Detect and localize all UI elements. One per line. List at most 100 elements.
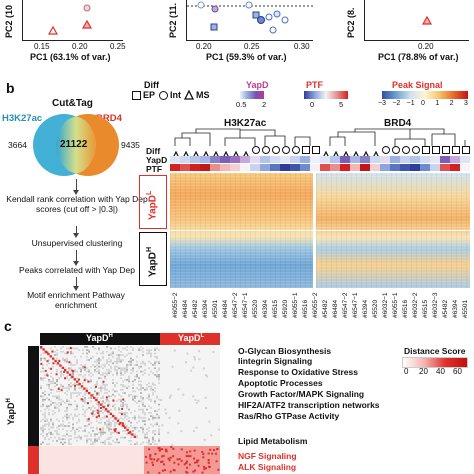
matrix-cell bbox=[116, 416, 118, 419]
matrix-cell-red bbox=[121, 422, 124, 425]
pca-3-xlabel: PC1 (78.8% of var.) bbox=[378, 52, 459, 62]
matrix-cell bbox=[130, 352, 132, 355]
matrix-cell bbox=[154, 360, 156, 363]
matrix-cell bbox=[70, 385, 72, 388]
matrix-cell bbox=[42, 405, 44, 408]
matrix-cell bbox=[108, 400, 110, 403]
matrix-cell bbox=[106, 374, 108, 376]
matrix-cell bbox=[210, 434, 213, 437]
matrix-cell bbox=[134, 390, 136, 393]
matrix-cell bbox=[132, 367, 134, 370]
matrix-cell-red bbox=[121, 407, 124, 410]
matrix-cell bbox=[66, 390, 68, 393]
matrix-cell-red bbox=[117, 431, 120, 434]
matrix-cell bbox=[158, 428, 160, 431]
matrix-cell-red bbox=[207, 461, 210, 464]
matrix-cell bbox=[66, 352, 68, 355]
sample-labels: #6055−2 #6484 #5482 #6394 #5501 #6484 #6547−2 #… bbox=[170, 290, 470, 320]
matrix-cell bbox=[152, 416, 154, 419]
yapd-colorbar bbox=[240, 91, 264, 99]
matrix-cell-red bbox=[215, 452, 218, 455]
yapd-cell bbox=[340, 156, 350, 163]
matrix-cell bbox=[160, 399, 163, 402]
matrix-cell bbox=[144, 372, 146, 375]
matrix-cell bbox=[104, 423, 106, 426]
matrix-cell bbox=[90, 400, 92, 403]
matrix-cell bbox=[66, 387, 68, 389]
matrix-cell bbox=[80, 367, 82, 370]
sample-label: #5482 bbox=[442, 299, 449, 318]
matrix-cell bbox=[136, 355, 138, 358]
matrix-cell-red bbox=[156, 459, 159, 462]
matrix-cell bbox=[106, 350, 108, 353]
matrix-cell bbox=[154, 349, 156, 351]
matrix-cell bbox=[100, 374, 102, 376]
matrix-cell bbox=[142, 420, 144, 422]
ptf-cell bbox=[460, 164, 470, 171]
ms-triangle-icon bbox=[232, 146, 240, 159]
diagonal-cell bbox=[44, 350, 48, 353]
matrix-cell bbox=[96, 412, 98, 414]
matrix-cell bbox=[92, 405, 94, 408]
peak-signal-tick: 1 bbox=[435, 100, 440, 107]
int-circle-icon bbox=[392, 146, 400, 154]
matrix-cell bbox=[148, 430, 150, 432]
matrix-cell bbox=[138, 377, 140, 379]
matrix-cell bbox=[140, 397, 142, 399]
matrix-cell bbox=[165, 412, 168, 415]
matrix-cell bbox=[66, 359, 68, 361]
matrix-cell bbox=[98, 369, 100, 371]
matrix-cell bbox=[76, 408, 78, 411]
matrix-cell bbox=[80, 369, 82, 371]
matrix-cell bbox=[120, 360, 122, 363]
int-circle-icon bbox=[159, 91, 168, 100]
matrix-cell-red bbox=[185, 451, 188, 454]
matrix-cell bbox=[152, 382, 154, 384]
ptf-cell bbox=[350, 164, 360, 171]
point-circle bbox=[269, 26, 277, 34]
matrix-cell bbox=[130, 433, 132, 436]
matrix-cell bbox=[144, 413, 146, 416]
matrix-cell-red bbox=[66, 351, 69, 354]
matrix-cell bbox=[82, 365, 84, 368]
matrix-cell bbox=[128, 416, 130, 419]
matrix-cell bbox=[122, 430, 124, 432]
matrix-cell bbox=[70, 392, 72, 394]
matrix-cell bbox=[90, 397, 92, 399]
matrix-cell bbox=[132, 380, 134, 383]
matrix-cell bbox=[56, 352, 58, 355]
yapd-cell bbox=[170, 156, 180, 163]
matrix-cell bbox=[146, 441, 148, 444]
yapd-cell bbox=[290, 156, 300, 163]
matrix-cell bbox=[84, 377, 86, 379]
matrix-cell bbox=[144, 420, 146, 422]
matrix-cell bbox=[110, 395, 112, 398]
matrix-cell bbox=[58, 398, 60, 401]
matrix-cell bbox=[154, 423, 156, 426]
matrix-cell bbox=[56, 380, 58, 383]
brd4-venn-label: BRD4 bbox=[96, 113, 122, 124]
sample-label: #6055−1 bbox=[292, 292, 299, 319]
matrix-cell bbox=[118, 398, 120, 401]
matrix-cell bbox=[112, 388, 114, 391]
matrix-cell bbox=[154, 352, 156, 355]
matrix-cell bbox=[80, 438, 82, 441]
matrix-cell bbox=[46, 383, 48, 386]
matrix-cell bbox=[114, 383, 116, 386]
matrix-cell bbox=[116, 359, 118, 361]
matrix-cell bbox=[195, 401, 198, 404]
matrix-cell bbox=[50, 388, 52, 391]
matrix-cell bbox=[120, 354, 122, 356]
matrix-cell bbox=[126, 425, 128, 427]
matrix-cell bbox=[136, 387, 138, 389]
h3k27ac-title: H3K27ac bbox=[224, 118, 267, 129]
matrix-cell bbox=[120, 388, 122, 391]
matrix-cell bbox=[76, 407, 78, 409]
matrix-cell bbox=[116, 390, 118, 393]
sample-label: #6032−3 bbox=[432, 292, 439, 319]
matrix-cell bbox=[144, 364, 146, 366]
matrix-cell bbox=[96, 360, 98, 363]
matrix-cell bbox=[126, 403, 128, 406]
matrix-cell bbox=[48, 359, 50, 361]
matrix-cell bbox=[78, 435, 80, 437]
